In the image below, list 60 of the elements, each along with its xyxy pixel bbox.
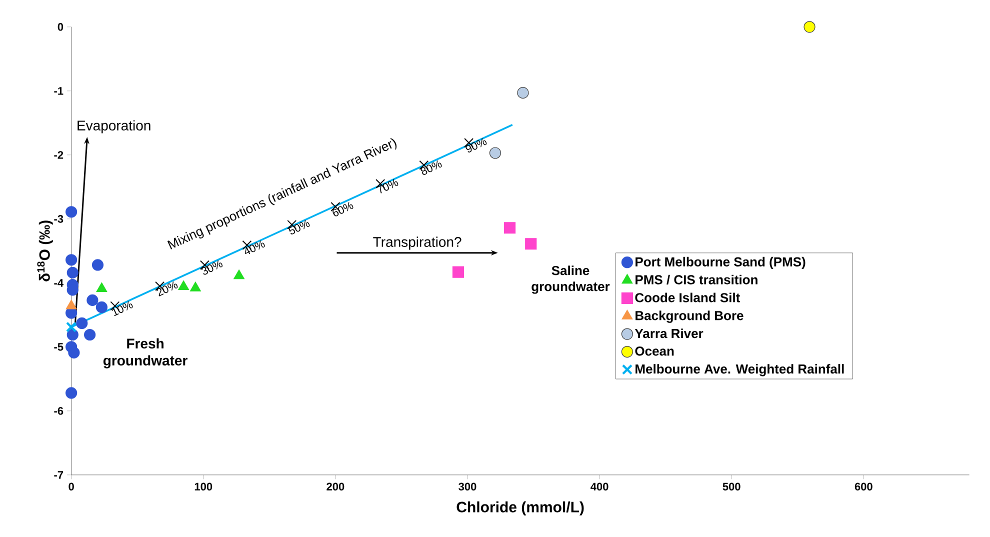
legend-label: Ocean <box>635 346 674 356</box>
legend-label: Yarra River <box>634 328 704 338</box>
x-tick-label: 100 <box>194 482 212 490</box>
point <box>489 147 502 159</box>
y-tick-label: -4 <box>54 279 64 287</box>
point <box>66 206 78 218</box>
point <box>66 322 77 332</box>
y-tick-label: -7 <box>54 471 64 479</box>
annotation: Saline groundwater <box>532 266 610 294</box>
legend-label: Port Melbourne Sand (PMS) <box>636 256 806 270</box>
point <box>190 282 201 292</box>
point <box>234 270 245 280</box>
annotation: 50% <box>288 220 310 234</box>
legend-label: Coode Island Silt <box>635 292 740 302</box>
x-tick-label: 400 <box>590 482 608 490</box>
x-tick-label: 0 <box>68 482 74 490</box>
y-tick-label: -2 <box>54 151 64 159</box>
point <box>66 300 77 310</box>
point <box>66 266 78 278</box>
annotation: 60% <box>332 202 354 216</box>
legend-label: Background Bore <box>636 310 744 323</box>
x-tick-label: 300 <box>458 482 476 491</box>
y-axis-title: δ$^{18}$O (‰) <box>37 220 53 282</box>
annotation: 70% <box>376 178 398 194</box>
annotation: 80% <box>420 160 442 175</box>
y-tick-label: -5 <box>54 343 64 351</box>
annotation: 40% <box>245 240 265 254</box>
x-tick-label: 600 <box>854 482 872 490</box>
y-tick-label: 0 <box>58 23 64 31</box>
annotation: Evaporation <box>78 120 150 134</box>
point <box>66 254 78 266</box>
annotation: 90% <box>466 138 487 152</box>
annotation: Fresh groundwater <box>103 338 188 368</box>
annotation: 20% <box>156 281 178 296</box>
point <box>178 280 190 290</box>
point <box>66 328 78 341</box>
y-tick-label: -1 <box>54 87 64 95</box>
point <box>96 301 108 314</box>
point <box>504 222 516 234</box>
point <box>452 266 464 278</box>
y-tick-label: -3 <box>54 215 64 223</box>
x-tick-label: 200 <box>326 482 344 490</box>
point <box>84 328 96 341</box>
point <box>525 238 537 250</box>
y-tick-label: -6 <box>54 407 64 415</box>
point <box>76 317 88 330</box>
legend-label: PMS / CIS transition <box>636 274 758 285</box>
point <box>92 259 104 271</box>
point <box>96 282 108 292</box>
x-axis-title: Chloride (mmol/L) <box>456 501 584 516</box>
legend-label: Melbourne Ave. Weighted Rainfall <box>636 364 844 376</box>
point <box>68 346 80 358</box>
point <box>66 387 78 399</box>
x-tick-label: 500 <box>722 482 740 490</box>
annotation: 30% <box>201 260 223 275</box>
annotation: 10% <box>112 301 133 316</box>
point <box>517 87 529 99</box>
annotation: Transpiration? <box>373 236 462 250</box>
point <box>804 21 816 33</box>
point <box>86 294 98 306</box>
